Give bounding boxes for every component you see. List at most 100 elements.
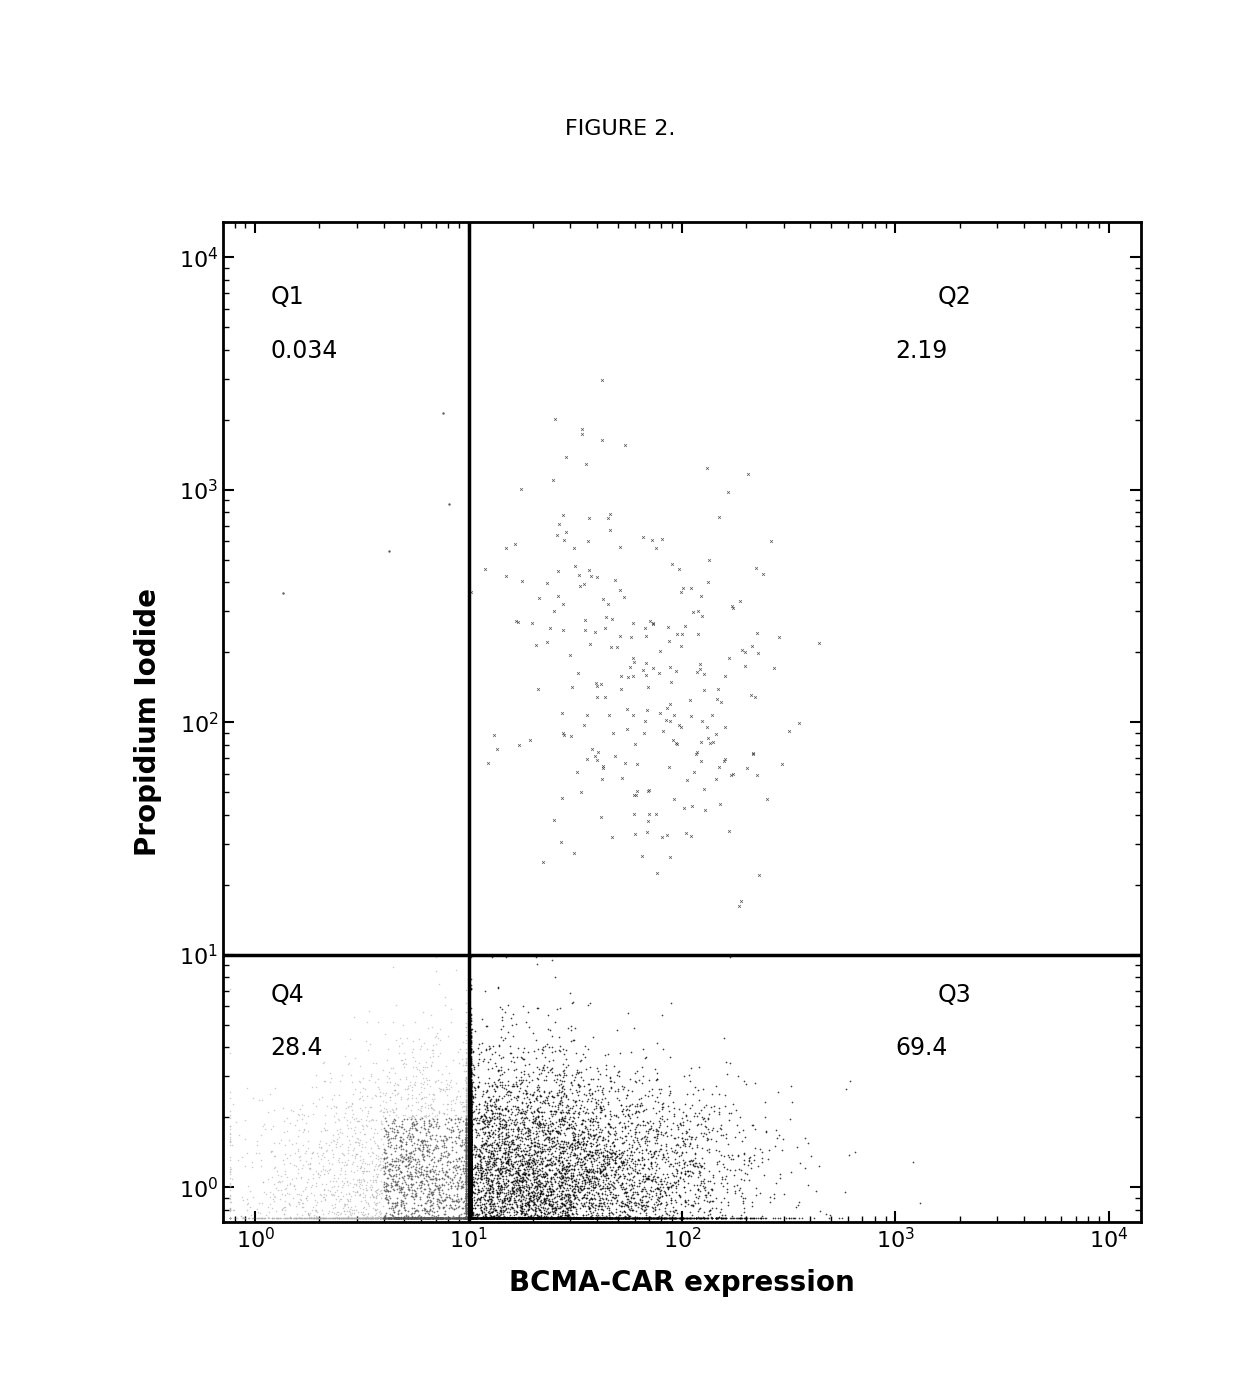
Point bbox=[505, 1192, 525, 1214]
Point bbox=[451, 1106, 471, 1128]
Point bbox=[461, 1207, 481, 1229]
Point bbox=[346, 1207, 366, 1229]
Point bbox=[479, 1200, 498, 1222]
Point bbox=[342, 1092, 362, 1114]
Point bbox=[444, 1156, 464, 1178]
Point bbox=[326, 1096, 346, 1118]
Point bbox=[660, 1207, 680, 1229]
Point bbox=[334, 1200, 353, 1222]
Point bbox=[548, 1207, 568, 1229]
Point bbox=[582, 1207, 601, 1229]
Point bbox=[428, 1188, 448, 1210]
Point bbox=[808, 632, 828, 654]
Point bbox=[412, 1207, 432, 1229]
Point bbox=[501, 1129, 521, 1151]
Point bbox=[477, 1207, 497, 1229]
Point bbox=[680, 1164, 699, 1186]
Point bbox=[495, 1207, 515, 1229]
Point bbox=[510, 1207, 529, 1229]
Point bbox=[461, 1207, 481, 1229]
Point bbox=[636, 1207, 656, 1229]
Point bbox=[529, 1207, 549, 1229]
Point bbox=[675, 1164, 694, 1186]
Point bbox=[461, 1207, 481, 1229]
Point bbox=[433, 1129, 453, 1151]
Point bbox=[534, 1207, 554, 1229]
Point bbox=[622, 1207, 642, 1229]
Point bbox=[461, 1176, 481, 1199]
Point bbox=[393, 1207, 413, 1229]
Point bbox=[529, 1207, 549, 1229]
Point bbox=[532, 1058, 552, 1081]
Point bbox=[492, 1207, 512, 1229]
Point bbox=[547, 1167, 567, 1189]
Point bbox=[373, 1207, 393, 1229]
Point bbox=[497, 1168, 517, 1190]
Point bbox=[474, 1193, 494, 1215]
Point bbox=[620, 1179, 640, 1201]
Point bbox=[578, 1207, 598, 1229]
Point bbox=[552, 1165, 572, 1188]
Point bbox=[508, 1207, 528, 1229]
Point bbox=[367, 1207, 387, 1229]
Point bbox=[505, 1150, 525, 1172]
Point bbox=[461, 1174, 481, 1196]
Point bbox=[453, 1207, 472, 1229]
Point bbox=[430, 1207, 450, 1229]
Point bbox=[531, 1085, 551, 1107]
Point bbox=[461, 1207, 481, 1229]
Point bbox=[430, 1207, 450, 1229]
Point bbox=[591, 1207, 611, 1229]
Point bbox=[461, 1021, 481, 1043]
Point bbox=[456, 1124, 476, 1146]
Point bbox=[507, 1207, 527, 1229]
Point bbox=[512, 1207, 532, 1229]
Point bbox=[393, 1175, 413, 1197]
Point bbox=[391, 1129, 410, 1151]
Point bbox=[456, 1207, 476, 1229]
Point bbox=[489, 1060, 508, 1082]
Point bbox=[401, 1140, 420, 1163]
Point bbox=[423, 1197, 443, 1220]
Point bbox=[415, 1200, 435, 1222]
Point bbox=[611, 1146, 631, 1168]
Point bbox=[405, 1156, 425, 1178]
Point bbox=[433, 1207, 453, 1229]
Point bbox=[575, 1132, 595, 1154]
Point bbox=[394, 1051, 414, 1074]
Point bbox=[578, 1131, 598, 1153]
Point bbox=[461, 946, 481, 968]
Point bbox=[461, 1049, 481, 1071]
Point bbox=[513, 1114, 533, 1136]
Point bbox=[461, 1031, 481, 1053]
Point bbox=[564, 1207, 584, 1229]
Point bbox=[461, 1136, 481, 1158]
Point bbox=[658, 1207, 678, 1229]
Point bbox=[578, 1143, 598, 1165]
Point bbox=[409, 1153, 429, 1175]
Point bbox=[461, 1195, 481, 1217]
Point bbox=[378, 1207, 398, 1229]
Point bbox=[422, 1157, 441, 1179]
Point bbox=[635, 1085, 655, 1107]
Point bbox=[490, 1181, 510, 1203]
Point bbox=[487, 1181, 507, 1203]
Point bbox=[560, 1097, 580, 1120]
Point bbox=[588, 1172, 608, 1195]
Point bbox=[433, 1135, 453, 1157]
Point bbox=[398, 1207, 418, 1229]
Point bbox=[588, 1207, 608, 1229]
Point bbox=[378, 1207, 398, 1229]
Point bbox=[456, 1178, 476, 1200]
Point bbox=[414, 1117, 434, 1139]
Point bbox=[219, 1122, 239, 1145]
Point bbox=[551, 1113, 570, 1135]
Point bbox=[456, 1193, 476, 1215]
Point bbox=[357, 1176, 377, 1199]
Point bbox=[538, 1201, 558, 1224]
Point bbox=[461, 1170, 481, 1192]
Point bbox=[600, 1207, 620, 1229]
Point bbox=[574, 1150, 594, 1172]
Point bbox=[491, 1018, 511, 1040]
Point bbox=[709, 1100, 729, 1122]
